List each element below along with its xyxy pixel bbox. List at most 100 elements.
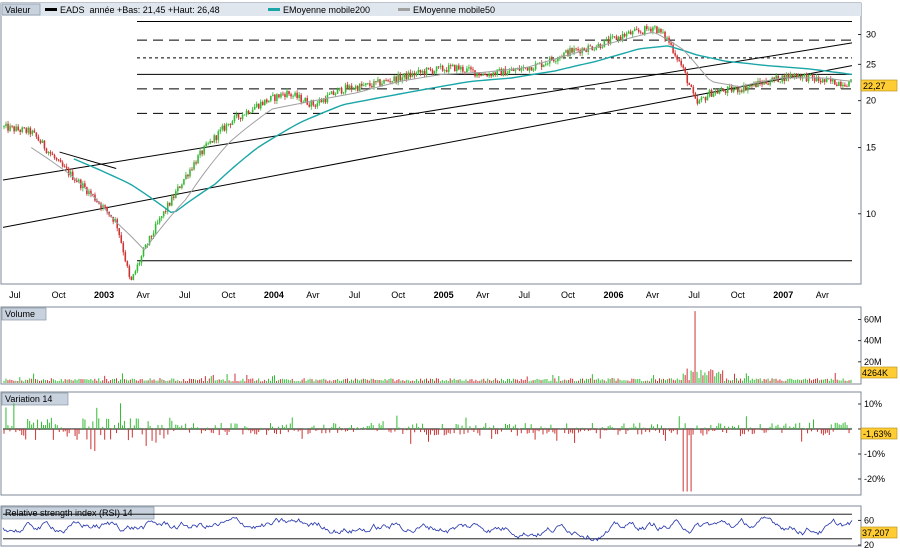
candle <box>842 81 844 89</box>
candle <box>846 84 848 88</box>
legend-ma200: EMoyenne mobile200 <box>283 5 370 15</box>
candle <box>399 72 402 82</box>
candle <box>288 90 290 96</box>
legend-eads: EADS année +Bas: 21,45 +Haut: 26,48 <box>60 5 220 15</box>
candle <box>415 71 418 77</box>
candle <box>563 52 565 60</box>
candle <box>722 88 725 92</box>
candle <box>116 217 119 232</box>
candle <box>17 124 19 132</box>
candle <box>462 64 464 74</box>
time-label: Oct <box>391 290 406 300</box>
candle <box>565 49 567 54</box>
candle <box>534 60 537 71</box>
candle <box>447 62 450 74</box>
candle <box>680 58 682 68</box>
time-label: 2006 <box>603 290 623 300</box>
candle <box>25 127 28 135</box>
candle <box>575 47 577 52</box>
candle <box>716 89 719 94</box>
candle <box>470 65 472 73</box>
candle <box>371 83 373 89</box>
candle <box>763 79 765 85</box>
candle <box>623 32 626 38</box>
legend-title: Valeur <box>5 5 30 15</box>
candle <box>486 73 488 78</box>
candle <box>132 273 135 281</box>
candle <box>688 82 691 86</box>
rsi-tick-label: 20 <box>864 540 874 550</box>
candle <box>453 64 456 72</box>
candle <box>213 133 216 144</box>
candle <box>304 97 307 102</box>
candle <box>532 67 535 72</box>
candle <box>106 206 108 215</box>
candle <box>506 70 509 76</box>
candle <box>395 75 397 85</box>
candle <box>409 69 412 79</box>
candle <box>383 79 385 85</box>
variation-title: Variation 14 <box>5 394 52 404</box>
trendline-2 <box>59 151 117 169</box>
candle <box>203 144 205 156</box>
candle <box>767 81 769 86</box>
candle <box>350 83 353 93</box>
candle <box>5 121 7 129</box>
candle <box>235 111 238 119</box>
candle <box>330 90 333 95</box>
rsi-line <box>2 516 853 542</box>
candle <box>247 109 250 115</box>
candle <box>613 36 616 39</box>
candle <box>775 73 777 82</box>
candle <box>348 84 351 91</box>
candle <box>239 117 242 122</box>
candle <box>411 70 414 78</box>
candle <box>31 129 34 136</box>
candle <box>292 94 294 100</box>
candle <box>65 163 68 171</box>
candle <box>761 79 763 88</box>
candle <box>138 261 141 267</box>
candle <box>451 63 454 67</box>
candle <box>736 85 739 95</box>
candle <box>23 126 26 129</box>
volume-last-tag <box>860 366 898 379</box>
candle <box>611 33 614 40</box>
candle <box>183 178 185 186</box>
candle <box>286 88 288 99</box>
candle <box>290 92 292 100</box>
price-tick-label: 30 <box>866 30 876 40</box>
candle <box>251 106 254 113</box>
candle <box>187 173 189 179</box>
candle <box>676 54 678 63</box>
legend-ma50: EMoyenne mobile50 <box>413 5 495 15</box>
candle <box>150 235 153 240</box>
candle <box>257 103 260 110</box>
candle <box>710 88 713 97</box>
candle <box>199 148 201 158</box>
candle <box>741 88 743 94</box>
candle <box>136 262 139 274</box>
time-label: Oct <box>561 290 576 300</box>
candle <box>528 66 531 73</box>
candle <box>637 27 640 34</box>
candle <box>813 75 816 84</box>
ma50-line <box>31 31 853 251</box>
candle <box>546 62 549 66</box>
rsi-tick-label: 60 <box>864 515 874 525</box>
time-label: Jul <box>9 290 21 300</box>
candle <box>205 141 207 148</box>
candle <box>45 147 48 154</box>
candle <box>177 183 179 194</box>
candle <box>27 126 30 136</box>
candle <box>393 74 395 84</box>
volume-tick-label: 20M <box>864 357 882 367</box>
trendline-1 <box>2 65 853 228</box>
candle <box>314 104 317 110</box>
legend-swatch-eads <box>45 8 57 11</box>
candle <box>361 81 363 89</box>
candle <box>51 151 54 156</box>
candle <box>245 108 248 117</box>
candle <box>363 82 365 87</box>
candle <box>441 64 444 72</box>
